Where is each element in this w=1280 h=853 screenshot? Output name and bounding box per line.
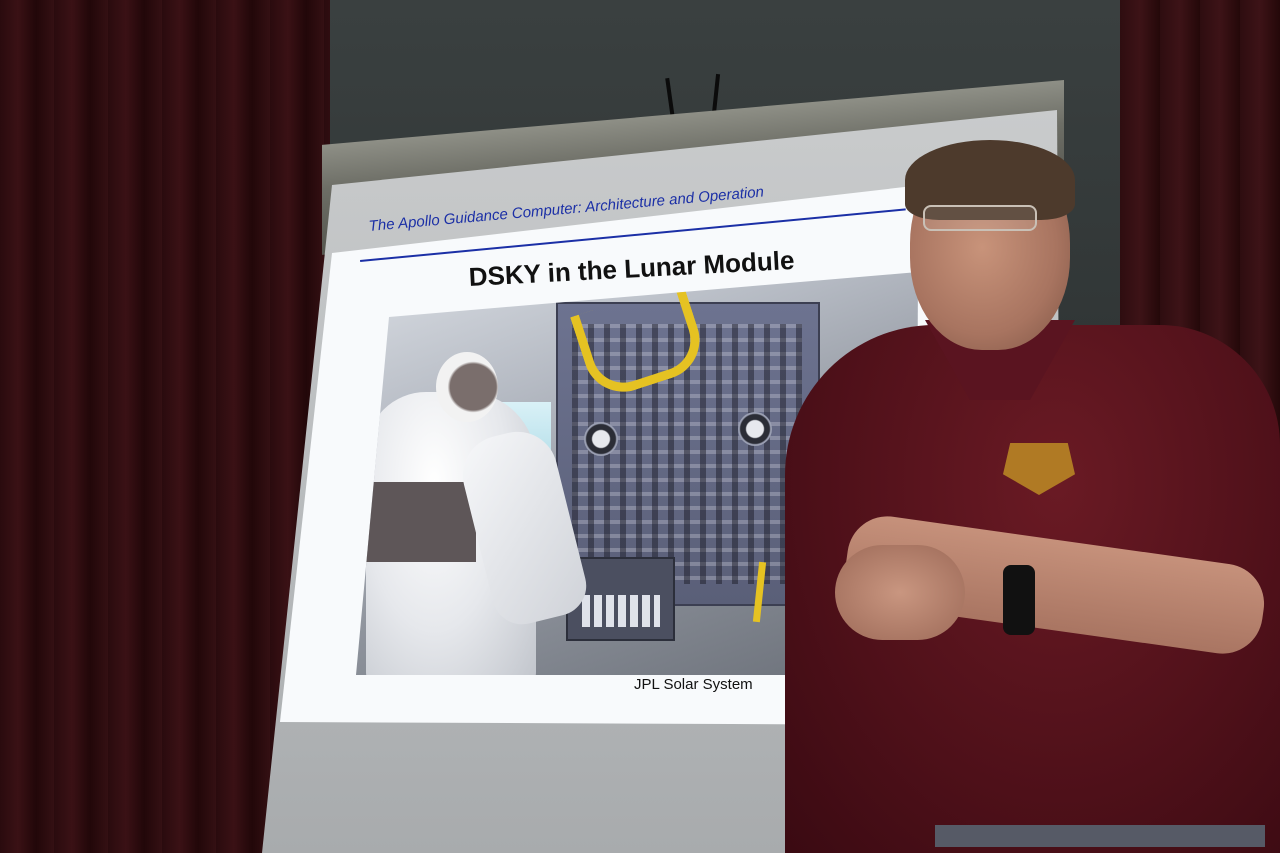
dial-right	[738, 412, 772, 446]
belt	[935, 825, 1265, 847]
slide-credit: JPL Solar System	[634, 676, 753, 693]
presenter-hands	[835, 545, 965, 640]
suit-helmet	[436, 352, 498, 422]
curtain-left	[0, 0, 330, 853]
suit-band	[366, 482, 476, 562]
dsky-keys	[582, 595, 660, 627]
presenter-glasses	[923, 205, 1037, 231]
presenter	[785, 140, 1280, 853]
dial-left	[584, 422, 618, 456]
panel-switches	[572, 324, 802, 584]
astronaut-spacesuit	[356, 352, 593, 675]
dsky-keypad	[566, 557, 675, 641]
wristwatch	[1003, 565, 1035, 635]
